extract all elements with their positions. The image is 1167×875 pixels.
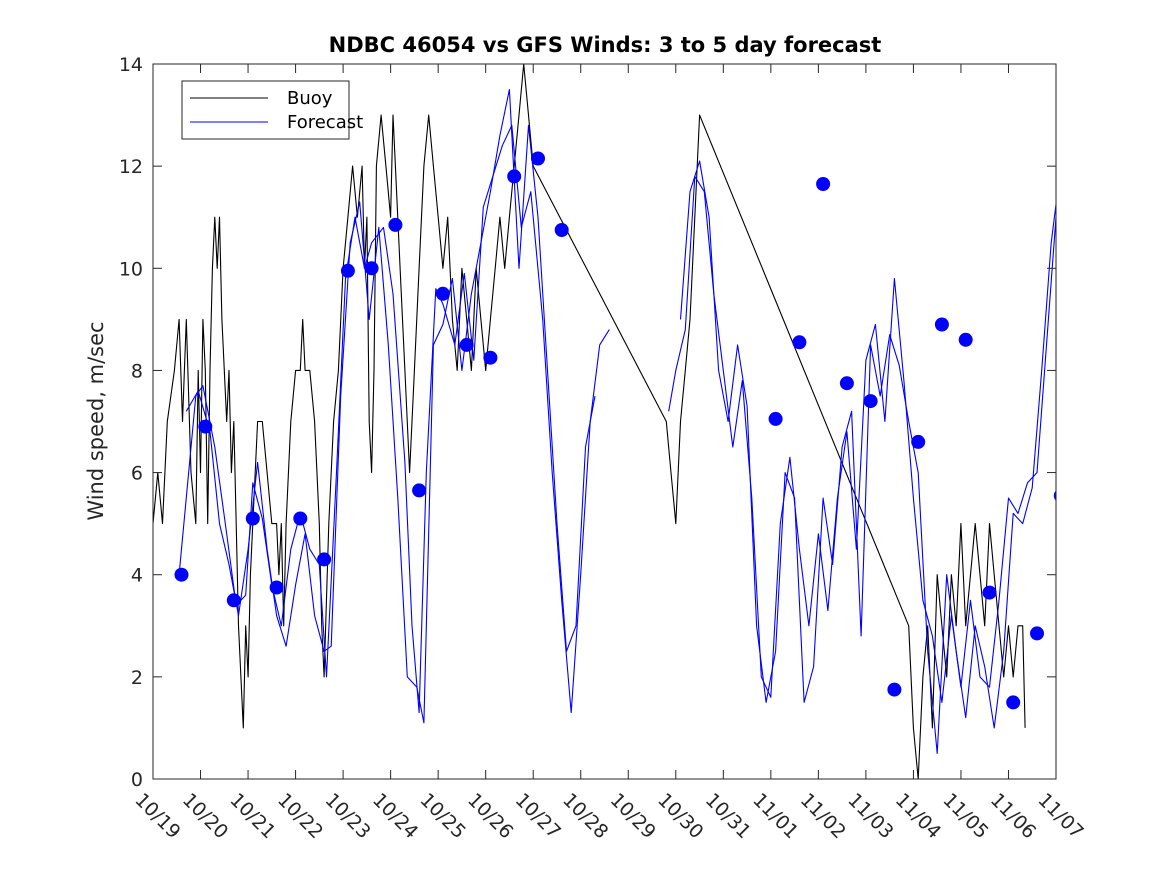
legend: Buoy Forecast [181, 80, 363, 140]
forecast-point-10 [412, 483, 427, 498]
forecast-point-20 [839, 376, 854, 391]
buoy-series-line [153, 63, 1026, 779]
forecast-point-7 [340, 263, 355, 278]
forecast-point-3 [245, 511, 260, 526]
y-tick-label-7: 14 [119, 54, 143, 76]
forecast-point-9 [388, 217, 403, 232]
y-tick-label-3: 6 [131, 463, 143, 485]
y-axis-ticks: 0 2 4 6 8 10 12 14 [119, 54, 1056, 791]
forecast-series-line-4 [679, 160, 1056, 755]
forecast-point-25 [958, 332, 973, 347]
chart-title: NDBC 46054 vs GFS Winds: 3 to 5 day fore… [329, 33, 882, 57]
forecast-series-line-1 [178, 124, 610, 714]
legend-label-buoy: Buoy [287, 88, 333, 109]
forecast-point-27 [1006, 695, 1021, 710]
forecast-point-18 [792, 335, 807, 350]
legend-label-forecast: Forecast [287, 112, 363, 133]
y-axis-label: Wind speed, m/sec [84, 321, 108, 520]
forecast-point-12 [459, 337, 474, 352]
y-tick-label-5: 10 [119, 258, 143, 280]
forecast-point-22 [887, 682, 902, 697]
forecast-point-11 [435, 286, 450, 301]
forecast-point-14 [507, 169, 522, 184]
series-group [153, 63, 1056, 779]
forecast-point-19 [816, 177, 831, 191]
forecast-point-13 [483, 350, 498, 365]
forecast-point-15 [531, 151, 545, 166]
forecast-point-8 [364, 261, 379, 276]
forecast-point-21 [863, 394, 878, 409]
forecast-point-26 [982, 585, 997, 600]
y-tick-label-4: 8 [131, 360, 143, 382]
forecast-point-0 [174, 567, 189, 582]
forecast-point-17 [768, 411, 783, 426]
forecast-point-23 [911, 434, 926, 449]
forecast-point-16 [554, 223, 569, 237]
forecast-point-28 [1030, 626, 1044, 641]
forecast-point-24 [934, 317, 949, 332]
forecast-point-5 [293, 511, 308, 526]
axes-frame [152, 63, 1057, 780]
forecast-point-1 [198, 419, 213, 434]
y-tick-label-6: 12 [119, 156, 143, 178]
y-tick-label-1: 2 [131, 667, 143, 689]
forecast-point-6 [317, 552, 332, 567]
y-tick-label-0: 0 [131, 769, 143, 791]
forecast-point-29 [1053, 490, 1056, 501]
forecast-point-2 [226, 593, 241, 608]
forecast-series-line-3 [668, 175, 1056, 703]
legend-box [181, 80, 350, 140]
axes-background [153, 64, 1056, 779]
forecast-point-4 [269, 580, 284, 595]
y-tick-label-2: 4 [131, 565, 143, 587]
forecast-series-line-2 [185, 88, 596, 724]
plot-area [152, 63, 1057, 780]
